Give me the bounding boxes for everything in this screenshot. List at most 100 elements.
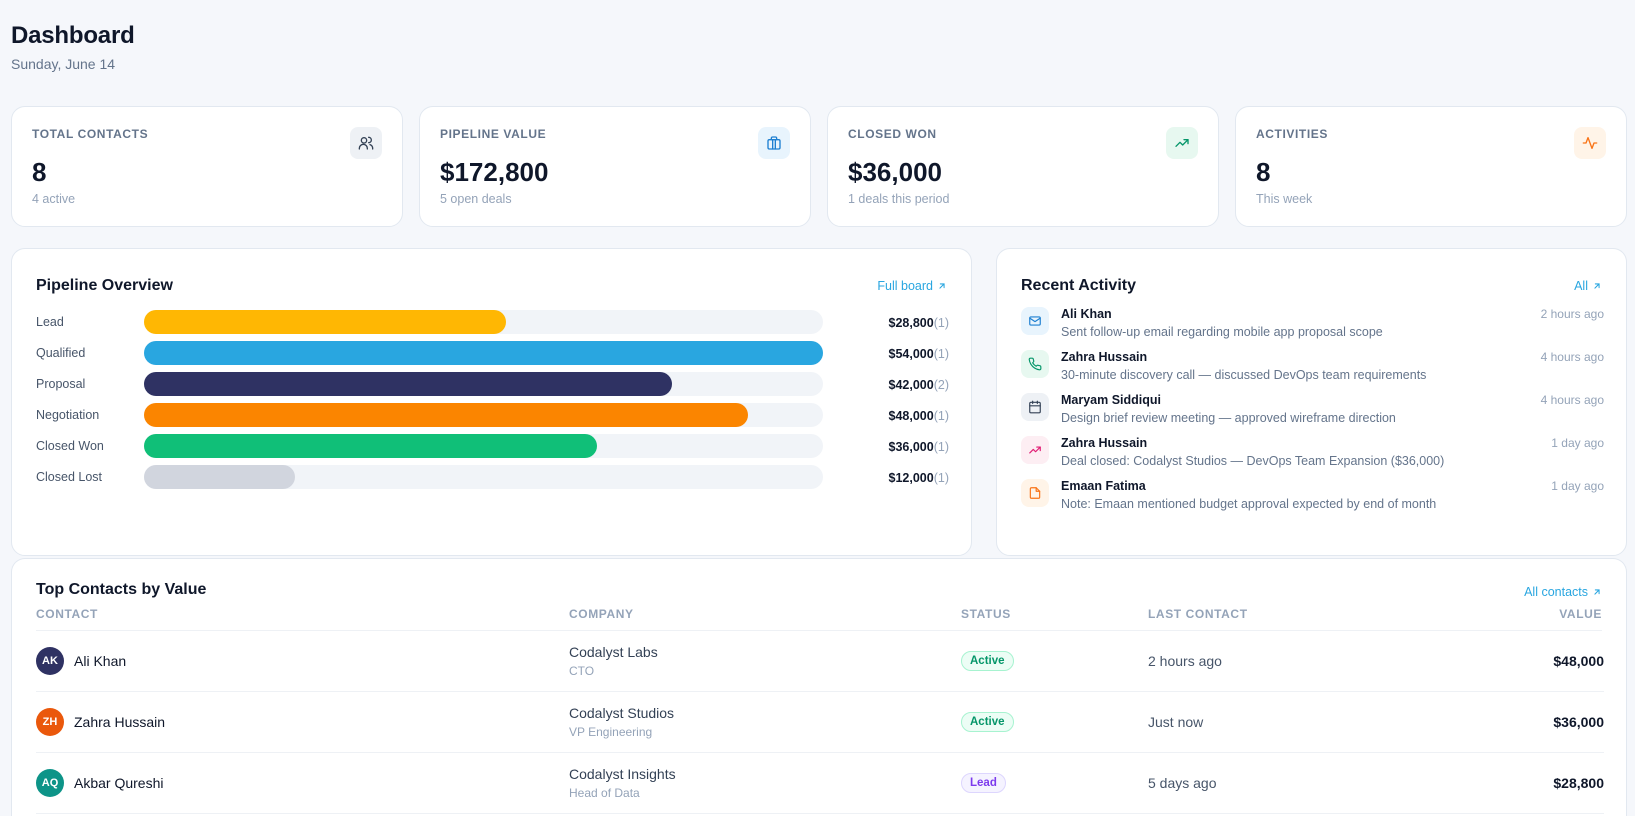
column-header-status[interactable]: STATUS xyxy=(961,607,1011,621)
activity-time: 4 hours ago xyxy=(1540,350,1604,364)
all-contacts-link[interactable]: All contacts xyxy=(1524,585,1602,599)
stage-deal-count: (1) xyxy=(933,409,949,423)
all-activity-link[interactable]: All xyxy=(1574,279,1602,293)
status-badge: Active xyxy=(961,712,1014,732)
activity-time: 2 hours ago xyxy=(1540,307,1604,321)
stat-label: PIPELINE VALUE xyxy=(440,127,547,141)
stage-amount: $12,000(1) xyxy=(889,471,949,485)
stage-bar-fill xyxy=(144,434,597,458)
activity-description: Design brief review meeting — approved w… xyxy=(1061,411,1396,425)
contact-value: $36,000 xyxy=(1553,714,1604,730)
stage-amount: $28,800(1) xyxy=(889,316,949,330)
table-row[interactable]: AK Ali Khan Codalyst Labs CTO Active 2 hours … xyxy=(36,631,1604,692)
activity-contact-name: Zahra Hussain xyxy=(1061,436,1148,450)
stage-bar-track xyxy=(144,341,823,365)
stage-bar-track xyxy=(144,403,823,427)
stat-card-pipeline-value[interactable]: PIPELINE VALUE $172,800 5 open deals xyxy=(419,106,811,227)
pipeline-stage-row[interactable]: Negotiation $48,000(1) xyxy=(36,403,949,427)
full-board-label: Full board xyxy=(877,279,933,293)
stat-label: CLOSED WON xyxy=(848,127,937,141)
pipeline-overview-panel: Pipeline Overview Full board Lead $28,800… xyxy=(11,248,972,556)
pipeline-stage-row[interactable]: Closed Won $36,000(1) xyxy=(36,434,949,458)
stat-value: 8 xyxy=(32,157,47,187)
contact-name[interactable]: Ali Khan xyxy=(74,653,127,669)
activity-item[interactable]: Zahra Hussain Deal closed: Codalyst Studi… xyxy=(1021,436,1604,476)
stage-bar-fill xyxy=(144,465,295,489)
stat-label: TOTAL CONTACTS xyxy=(32,127,149,141)
column-header-company[interactable]: COMPANY xyxy=(569,607,634,621)
stage-amount-value: $12,000 xyxy=(888,471,934,485)
pipeline-stage-row[interactable]: Lead $28,800(1) xyxy=(36,310,949,334)
activity-contact-name: Ali Khan xyxy=(1061,307,1112,321)
stage-bar-fill xyxy=(144,341,823,365)
pipeline-title: Pipeline Overview xyxy=(36,277,173,294)
activity-contact-name: Zahra Hussain xyxy=(1061,350,1148,364)
status-badge: Active xyxy=(961,651,1014,671)
column-header-contact[interactable]: CONTACT xyxy=(36,607,98,621)
contacts-title: Top Contacts by Value xyxy=(36,581,207,598)
activity-item[interactable]: Zahra Hussain 30-minute discovery call — … xyxy=(1021,350,1604,390)
activity-item[interactable]: Maryam Siddiqui Design brief review meeti… xyxy=(1021,393,1604,433)
stat-value: $36,000 xyxy=(848,157,942,187)
contact-name[interactable]: Akbar Qureshi xyxy=(74,775,164,791)
stage-amount-value: $54,000 xyxy=(888,347,934,361)
stage-deal-count: (1) xyxy=(933,347,949,361)
full-board-link[interactable]: Full board xyxy=(877,279,947,293)
stage-name: Closed Won xyxy=(36,439,104,453)
stat-cards: TOTAL CONTACTS 8 4 active PIPELINE VALUE… xyxy=(11,106,1627,227)
stage-name: Negotiation xyxy=(36,408,100,422)
column-header-last-contact[interactable]: LAST CONTACT xyxy=(1148,607,1248,621)
last-contact: 5 days ago xyxy=(1148,775,1217,791)
arrow-up-right-icon xyxy=(1594,283,1600,289)
stage-bar-track xyxy=(144,310,823,334)
trending-up-icon xyxy=(1021,436,1049,464)
activity-item[interactable]: Ali Khan Sent follow-up email regarding m… xyxy=(1021,307,1604,347)
stat-sub: This week xyxy=(1256,192,1313,206)
company-name: Codalyst Labs xyxy=(569,644,658,660)
stage-amount-value: $48,000 xyxy=(888,409,934,423)
avatar: AQ xyxy=(36,769,64,797)
stage-bar-fill xyxy=(144,372,673,396)
avatar: ZH xyxy=(36,708,64,736)
stat-card-activities[interactable]: ACTIVITIES 8 This week xyxy=(1235,106,1627,227)
avatar: AK xyxy=(36,647,64,675)
page-header: Dashboard Sunday, June 14 xyxy=(11,22,135,72)
column-header-value[interactable]: VALUE xyxy=(1559,607,1602,621)
activity-description: Note: Emaan mentioned budget approval ex… xyxy=(1061,497,1437,511)
pipeline-stage-row[interactable]: Closed Lost $12,000(1) xyxy=(36,465,949,489)
activity-time: 1 day ago xyxy=(1551,436,1604,450)
activity-description: 30-minute discovery call — discussed Dev… xyxy=(1061,368,1427,382)
stage-bar-fill xyxy=(144,403,748,427)
stage-amount-value: $36,000 xyxy=(888,440,934,454)
calendar-icon xyxy=(1021,393,1049,421)
company-name: Codalyst Insights xyxy=(569,766,676,782)
last-contact: 2 hours ago xyxy=(1148,653,1222,669)
status-badge: Lead xyxy=(961,773,1006,793)
table-row[interactable]: ZH Zahra Hussain Codalyst Studios VP Engine… xyxy=(36,692,1604,753)
activity-time: 4 hours ago xyxy=(1540,393,1604,407)
arrow-up-right-icon xyxy=(939,283,945,289)
pipeline-stage-row[interactable]: Proposal $42,000(2) xyxy=(36,372,949,396)
activity-title: Recent Activity xyxy=(1021,277,1136,294)
contact-name[interactable]: Zahra Hussain xyxy=(74,714,166,730)
stat-card-total-contacts[interactable]: TOTAL CONTACTS 8 4 active xyxy=(11,106,403,227)
stat-card-closed-won[interactable]: CLOSED WON $36,000 1 deals this period xyxy=(827,106,1219,227)
stage-amount: $36,000(1) xyxy=(889,440,949,454)
contact-role: CTO xyxy=(569,664,595,678)
stage-bar-track xyxy=(144,434,823,458)
company-name: Codalyst Studios xyxy=(569,705,675,721)
pipeline-stage-row[interactable]: Qualified $54,000(1) xyxy=(36,341,949,365)
activity-item[interactable]: Emaan Fatima Note: Emaan mentioned budget… xyxy=(1021,479,1604,519)
stage-amount: $48,000(1) xyxy=(889,409,949,423)
stage-deal-count: (1) xyxy=(933,440,949,454)
all-activity-label: All xyxy=(1574,279,1588,293)
activity-icon xyxy=(1574,127,1606,159)
stat-sub: 5 open deals xyxy=(440,192,512,206)
page-title: Dashboard xyxy=(11,22,135,49)
table-row[interactable]: AQ Akbar Qureshi Codalyst Insights Head of … xyxy=(36,753,1604,814)
recent-activity-panel: Recent Activity All Ali Khan Sent follow-… xyxy=(996,248,1627,556)
briefcase-icon xyxy=(758,127,790,159)
note-icon xyxy=(1021,479,1049,507)
phone-icon xyxy=(1021,350,1049,378)
contact-role: Head of Data xyxy=(569,786,640,800)
